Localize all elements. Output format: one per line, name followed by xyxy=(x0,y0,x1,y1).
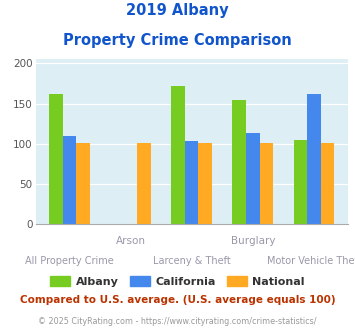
Bar xyxy=(185,142,198,224)
Text: © 2025 CityRating.com - https://www.cityrating.com/crime-statistics/: © 2025 CityRating.com - https://www.city… xyxy=(38,317,317,326)
Text: Larceny & Theft: Larceny & Theft xyxy=(153,256,231,266)
Bar xyxy=(137,143,151,224)
Text: Burglary: Burglary xyxy=(230,236,275,246)
Bar xyxy=(49,94,63,224)
Bar xyxy=(260,143,273,224)
Bar xyxy=(246,133,260,224)
Legend: Albany, California, National: Albany, California, National xyxy=(46,271,309,291)
Text: Property Crime Comparison: Property Crime Comparison xyxy=(63,33,292,48)
Bar xyxy=(63,136,76,224)
Text: All Property Crime: All Property Crime xyxy=(25,256,114,266)
Bar xyxy=(233,100,246,224)
Bar xyxy=(321,143,334,224)
Bar xyxy=(307,94,321,224)
Bar xyxy=(76,143,90,224)
Text: Motor Vehicle Theft: Motor Vehicle Theft xyxy=(267,256,355,266)
Text: 2019 Albany: 2019 Albany xyxy=(126,3,229,18)
Text: Arson: Arson xyxy=(116,236,146,246)
Bar xyxy=(171,86,185,224)
Bar xyxy=(198,143,212,224)
Bar xyxy=(294,140,307,224)
Text: Compared to U.S. average. (U.S. average equals 100): Compared to U.S. average. (U.S. average … xyxy=(20,295,335,305)
